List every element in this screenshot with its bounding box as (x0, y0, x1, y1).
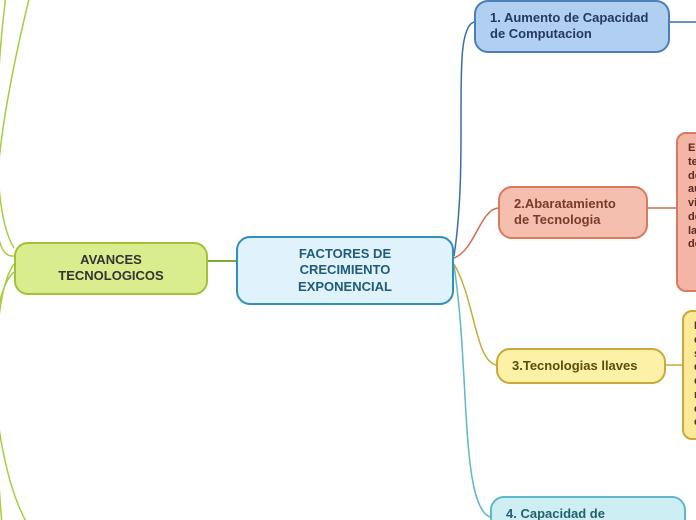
edge (454, 266, 490, 517)
edge (0, 0, 30, 256)
node-factor-1-label: 1. Aumento de Capacidad de Computacion (490, 10, 654, 43)
mindmap-canvas: { "type": "mindmap", "background_color":… (0, 0, 696, 520)
edge (0, 264, 14, 520)
note-factor-2: El al tecn de la aum vida de la la ex de… (676, 132, 696, 292)
node-center[interactable]: FACTORES DE CRECIMIENTO EXPONENCIAL (236, 236, 454, 305)
edge (0, 0, 14, 248)
node-factor-3-label: 3.Tecnologias llaves (512, 358, 637, 374)
node-factor-2[interactable]: 2.Abaratamiento de Tecnologia (498, 186, 648, 239)
node-root-label: AVANCES TECNOLOGICOS (30, 252, 192, 285)
note-factor-2-text: El al tecn de la aum vida de la la ex de… (688, 142, 696, 250)
edge (454, 208, 498, 258)
edge (454, 22, 474, 256)
edge (0, 272, 28, 520)
node-factor-3[interactable]: 3.Tecnologias llaves (496, 348, 666, 384)
node-factor-1[interactable]: 1. Aumento de Capacidad de Computacion (474, 0, 670, 53)
node-factor-4[interactable]: 4. Capacidad de Comunicacion Mayor (490, 496, 686, 520)
node-center-label: FACTORES DE CRECIMIENTO EXPONENCIAL (252, 246, 438, 295)
node-factor-2-label: 2.Abaratamiento de Tecnologia (514, 196, 632, 229)
node-root[interactable]: AVANCES TECNOLOGICOS (14, 242, 208, 295)
node-factor-4-label: 4. Capacidad de Comunicacion Mayor (506, 506, 670, 520)
edge (454, 264, 496, 365)
note-factor-3: E e s d c n e e (682, 310, 696, 440)
